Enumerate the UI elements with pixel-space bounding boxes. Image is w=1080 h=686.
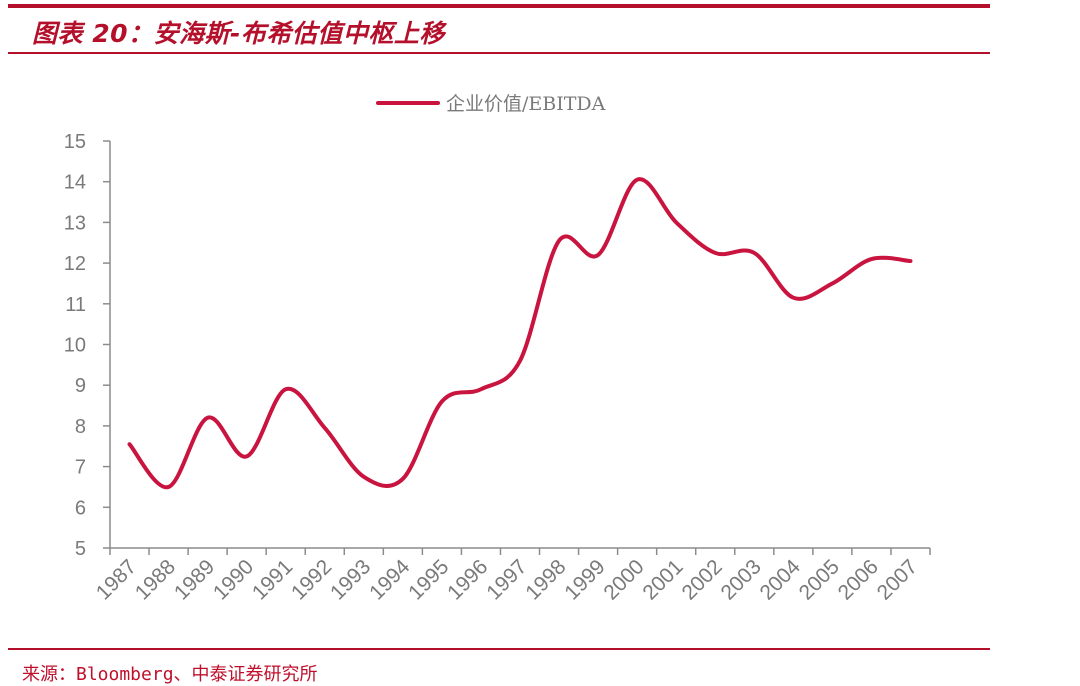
source-note: 来源：Bloomberg、中泰证券研究所 (22, 664, 318, 685)
x-tick-label: 1989 (170, 555, 219, 604)
y-tick-label: 14 (64, 172, 86, 194)
title-underline (8, 52, 990, 54)
x-tick-label: 1993 (326, 555, 375, 604)
x-tick-label: 1996 (443, 555, 492, 604)
x-tick-label: 2001 (638, 555, 687, 604)
y-tick-label: 11 (65, 294, 86, 316)
legend-label: 企业价值/EBITDA (446, 93, 606, 115)
series-line (127, 177, 913, 489)
y-tick-label: 8 (75, 416, 86, 438)
series-layer (127, 177, 913, 489)
x-tick-label: 1990 (209, 555, 258, 604)
x-tick-label: 2003 (717, 555, 766, 604)
x-tick-label: 1991 (248, 555, 297, 604)
y-tick-labels: 5 6 7 8 9 10 11 12 13 14 15 (64, 131, 86, 560)
x-tick-label: 2005 (795, 555, 844, 604)
x-tick-label: 1987 (92, 555, 141, 604)
y-tick-label: 10 (64, 335, 86, 357)
x-tick-label: 2002 (677, 555, 726, 604)
y-tick-label: 13 (64, 212, 86, 234)
x-tick-label: 1995 (404, 555, 453, 604)
x-tick-labels: 1987198819891990199119921993199419951996… (92, 555, 922, 605)
x-tick-label: 2000 (599, 555, 648, 604)
x-tick-label: 1997 (482, 555, 531, 604)
y-tick-label: 6 (75, 497, 86, 519)
x-tick-label: 2004 (756, 555, 806, 605)
x-tick-label: 2007 (873, 555, 922, 604)
x-tick-label: 1988 (131, 555, 180, 604)
y-tick-label: 15 (64, 131, 86, 153)
x-tick-label: 1992 (287, 555, 336, 604)
y-tick-label: 12 (64, 253, 86, 275)
y-tick-label: 5 (75, 538, 86, 560)
x-tick-label: 1999 (560, 555, 609, 604)
top-rule (8, 4, 990, 8)
y-tick-label: 9 (75, 375, 86, 397)
figure-title: 图表 20：安海斯-布希估值中枢上移 (32, 19, 445, 48)
chart-axes (103, 140, 931, 555)
x-tick-label: 2006 (834, 555, 883, 604)
x-tick-label: 1994 (365, 555, 415, 605)
chart-legend: 企业价值/EBITDA (376, 93, 606, 115)
y-tick-label: 7 (75, 457, 86, 479)
x-tick-label: 1998 (521, 555, 570, 604)
bottom-rule (8, 648, 990, 650)
